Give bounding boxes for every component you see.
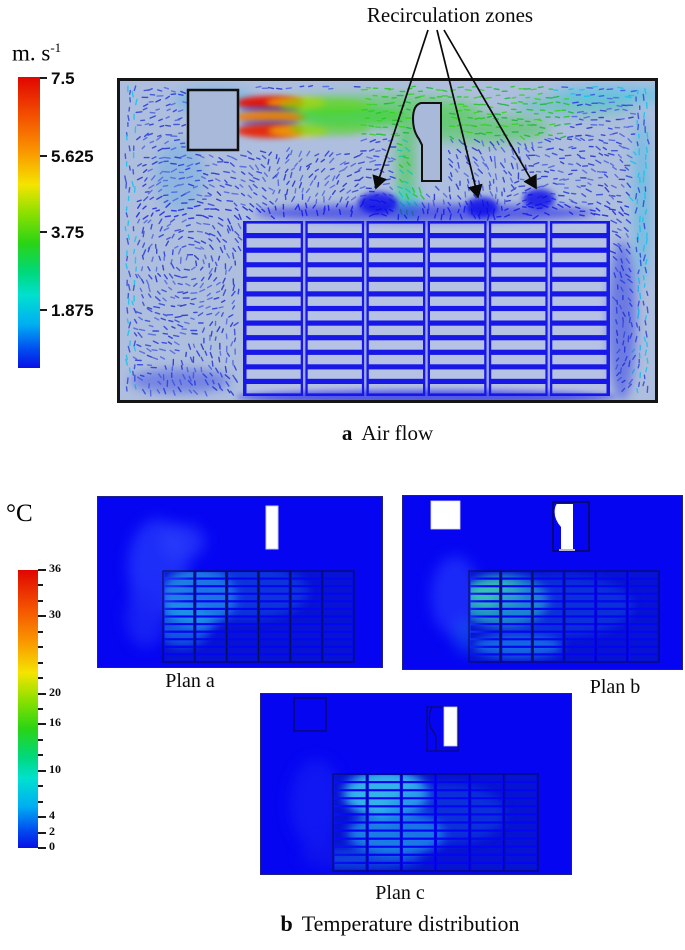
duct-shape	[411, 102, 442, 182]
colorbar-tick-label: 16	[49, 715, 61, 730]
colorbar-tick-label: 36	[49, 561, 61, 575]
rack-frame-lines	[162, 570, 355, 663]
colorbar-tick	[38, 769, 46, 772]
outlet-duct-white	[265, 505, 279, 550]
duct-frame	[426, 706, 459, 752]
colorbar-tick	[38, 738, 43, 741]
colorbar-tick	[38, 630, 43, 633]
colorbar-tick	[38, 646, 43, 649]
fan-box-outline	[293, 697, 327, 732]
colorbar-tick-label: 30	[49, 607, 61, 622]
colorbar-tick-label: 2	[49, 823, 55, 838]
plan-a-caption: Plan a	[165, 670, 215, 692]
caption-a-label: a	[341, 421, 353, 445]
plan-b-field	[430, 500, 660, 663]
colorbar-tick	[38, 661, 43, 664]
rack-grid	[243, 221, 610, 396]
colorbar-tick	[38, 723, 46, 726]
colorbar-tick-label: 3.75	[51, 223, 85, 243]
colorbar-tick	[40, 231, 47, 234]
velocity-unit-exponent: -1	[50, 40, 62, 55]
colorbar-tick	[38, 708, 43, 710]
recirculation-annotation: Recirculation zones	[366, 3, 534, 27]
colorbar-tick	[38, 615, 46, 618]
airflow-panel	[117, 78, 675, 404]
plan-a-panel	[97, 496, 383, 668]
colorbar-tick	[38, 816, 46, 819]
colorbar-tick	[40, 154, 47, 157]
plan-c-panel	[260, 693, 572, 875]
velocity-unit-label: m. s-1	[12, 40, 61, 67]
caption-b-label: b	[280, 911, 293, 936]
temperature-unit-label: °C	[6, 500, 33, 527]
velocity-colorbar: 7.5 5.625 3.75 1.875	[18, 69, 94, 368]
rack-frame-lines	[468, 570, 660, 663]
colorbar-tick-label: 4	[49, 808, 55, 823]
colorbar-tick-label: 7.5	[51, 68, 75, 88]
colorbar-tick	[38, 847, 46, 849]
fan-box-white	[430, 500, 461, 530]
duct-shape-white	[554, 504, 573, 549]
plan-b-caption: Plan b	[589, 676, 641, 698]
plan-b-panel	[402, 495, 683, 670]
colorbar-tick	[38, 569, 46, 571]
plan-c-caption: Plan c	[375, 882, 425, 904]
colorbar-tick-label: 1.875	[51, 300, 94, 320]
colorbar-tick	[38, 677, 43, 680]
plan-c-field	[290, 697, 539, 872]
colorbar-tick-label: 0	[49, 839, 55, 853]
caption-airflow: a Air flow	[117, 421, 658, 446]
duct-curve-outline	[428, 706, 437, 751]
colorbar-tick	[38, 754, 43, 757]
velocity-unit-base: m. s	[12, 40, 51, 66]
colorbar-tick	[38, 800, 43, 803]
duct-base-line	[559, 549, 575, 551]
rack-frame-lines	[332, 773, 539, 872]
colorbar-tick-label: 5.625	[51, 146, 94, 166]
outlet-duct-white	[443, 706, 458, 747]
colorbar-tick	[40, 308, 47, 311]
fan-box	[186, 88, 240, 152]
caption-temperature: b Temperature distribution	[142, 911, 658, 937]
colorbar-tick-label: 20	[49, 684, 61, 699]
colorbar-tick-label: 10	[49, 761, 61, 776]
colorbar-tick	[38, 599, 43, 602]
colorbar-tick	[38, 831, 46, 834]
colorbar-tick	[40, 76, 47, 79]
colorbar-tick	[38, 692, 46, 695]
caption-b-text: Temperature distribution	[301, 911, 520, 936]
plan-a-field	[126, 505, 355, 663]
colorbar-tick	[38, 785, 43, 788]
caption-a-text: Air flow	[361, 421, 434, 445]
airflow-vector-field	[124, 84, 675, 404]
temperature-colorbar: 36 30 20 16 10 4 2 0	[18, 561, 61, 853]
colorbar-tick	[38, 584, 43, 587]
